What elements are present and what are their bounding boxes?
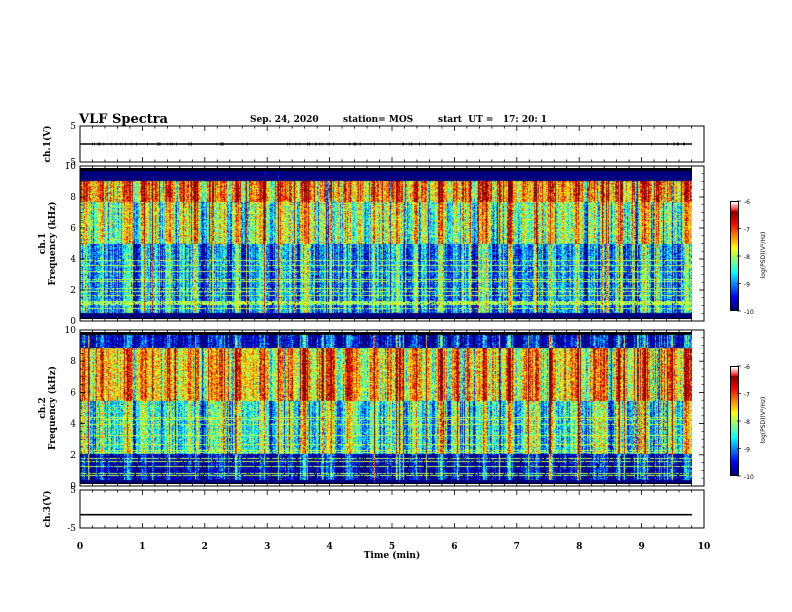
y-tick-label: 2 [70,451,76,461]
y-tick-label: 4 [70,420,76,430]
colorbar-tick-label: -8 [744,419,750,426]
ch2-spectrogram-image [80,332,692,484]
y-tick-label: 4 [70,255,76,265]
colorbar-tick-label: -8 [744,254,750,261]
y-axis-label: Frequency (kHz) [47,366,58,450]
colorbar-tick-label: -7 [744,227,750,234]
x-tick-label: 9 [638,542,644,552]
y-axis-label: ch.2 [38,397,48,418]
y-tick-label: 0 [70,482,76,492]
y-axis-label: ch.1(V) [42,126,53,163]
colorbar-tick-label: -10 [744,474,754,481]
axes-frame-ch3-waveform [79,489,705,529]
x-axis-label: Time (min) [364,550,421,561]
x-tick-label: 7 [514,542,520,552]
colorbar-tick-label: -7 [744,392,750,399]
y-tick-label: 6 [70,224,76,234]
y-tick-label: 10 [65,162,77,172]
colorbar-tick-label: -9 [744,282,750,289]
y-tick-label: -5 [67,158,76,168]
colorbar-tick-label: -6 [744,199,750,206]
ch1-spectrogram-image [80,168,692,319]
y-tick-label: 5 [70,486,76,496]
y-tick-label: 2 [70,286,76,296]
y-tick-label: 6 [70,388,76,398]
y-tick-label: 10 [65,326,77,336]
x-tick-label: 8 [576,542,582,552]
colorbar-tick-label: -6 [744,364,750,371]
x-tick-label: 10 [698,542,711,552]
colorbar-tick-label: -9 [744,447,750,454]
y-tick-label: 0 [70,317,76,327]
x-tick-label: 6 [451,542,457,552]
y-axis-label: ch.3(V) [42,491,53,528]
y-tick-label: 5 [70,122,76,132]
y-tick-label: 8 [70,357,76,367]
y-tick-label: 8 [70,193,76,203]
date-label: Sep. 24, 2020 [250,115,319,125]
start-time-label: start UT = 17: 20: 1 [438,115,548,125]
y-tick-label: -5 [67,524,76,534]
colorbar-label: log(PSD)(V²/Hz) [760,232,767,279]
y-axis-label: Frequency (kHz) [47,201,58,285]
chart-title: VLF Spectra [79,112,168,127]
station-label: station= MOS [343,115,414,125]
x-tick-label: 0 [77,542,83,552]
x-tick-label: 5 [389,542,395,552]
axes-frame-ch1-spectrogram [79,165,705,322]
colorbar-label: log(PSD)(V²/Hz) [760,397,767,444]
x-tick-label: 4 [326,542,332,552]
y-axis-label: ch.1 [38,233,48,254]
x-tick-label: 3 [264,542,270,552]
x-tick-label: 1 [139,542,145,552]
axes-frame-ch2-spectrogram [79,329,705,487]
colorbar-tick-label: -10 [744,309,754,316]
x-tick-label: 2 [202,542,208,552]
